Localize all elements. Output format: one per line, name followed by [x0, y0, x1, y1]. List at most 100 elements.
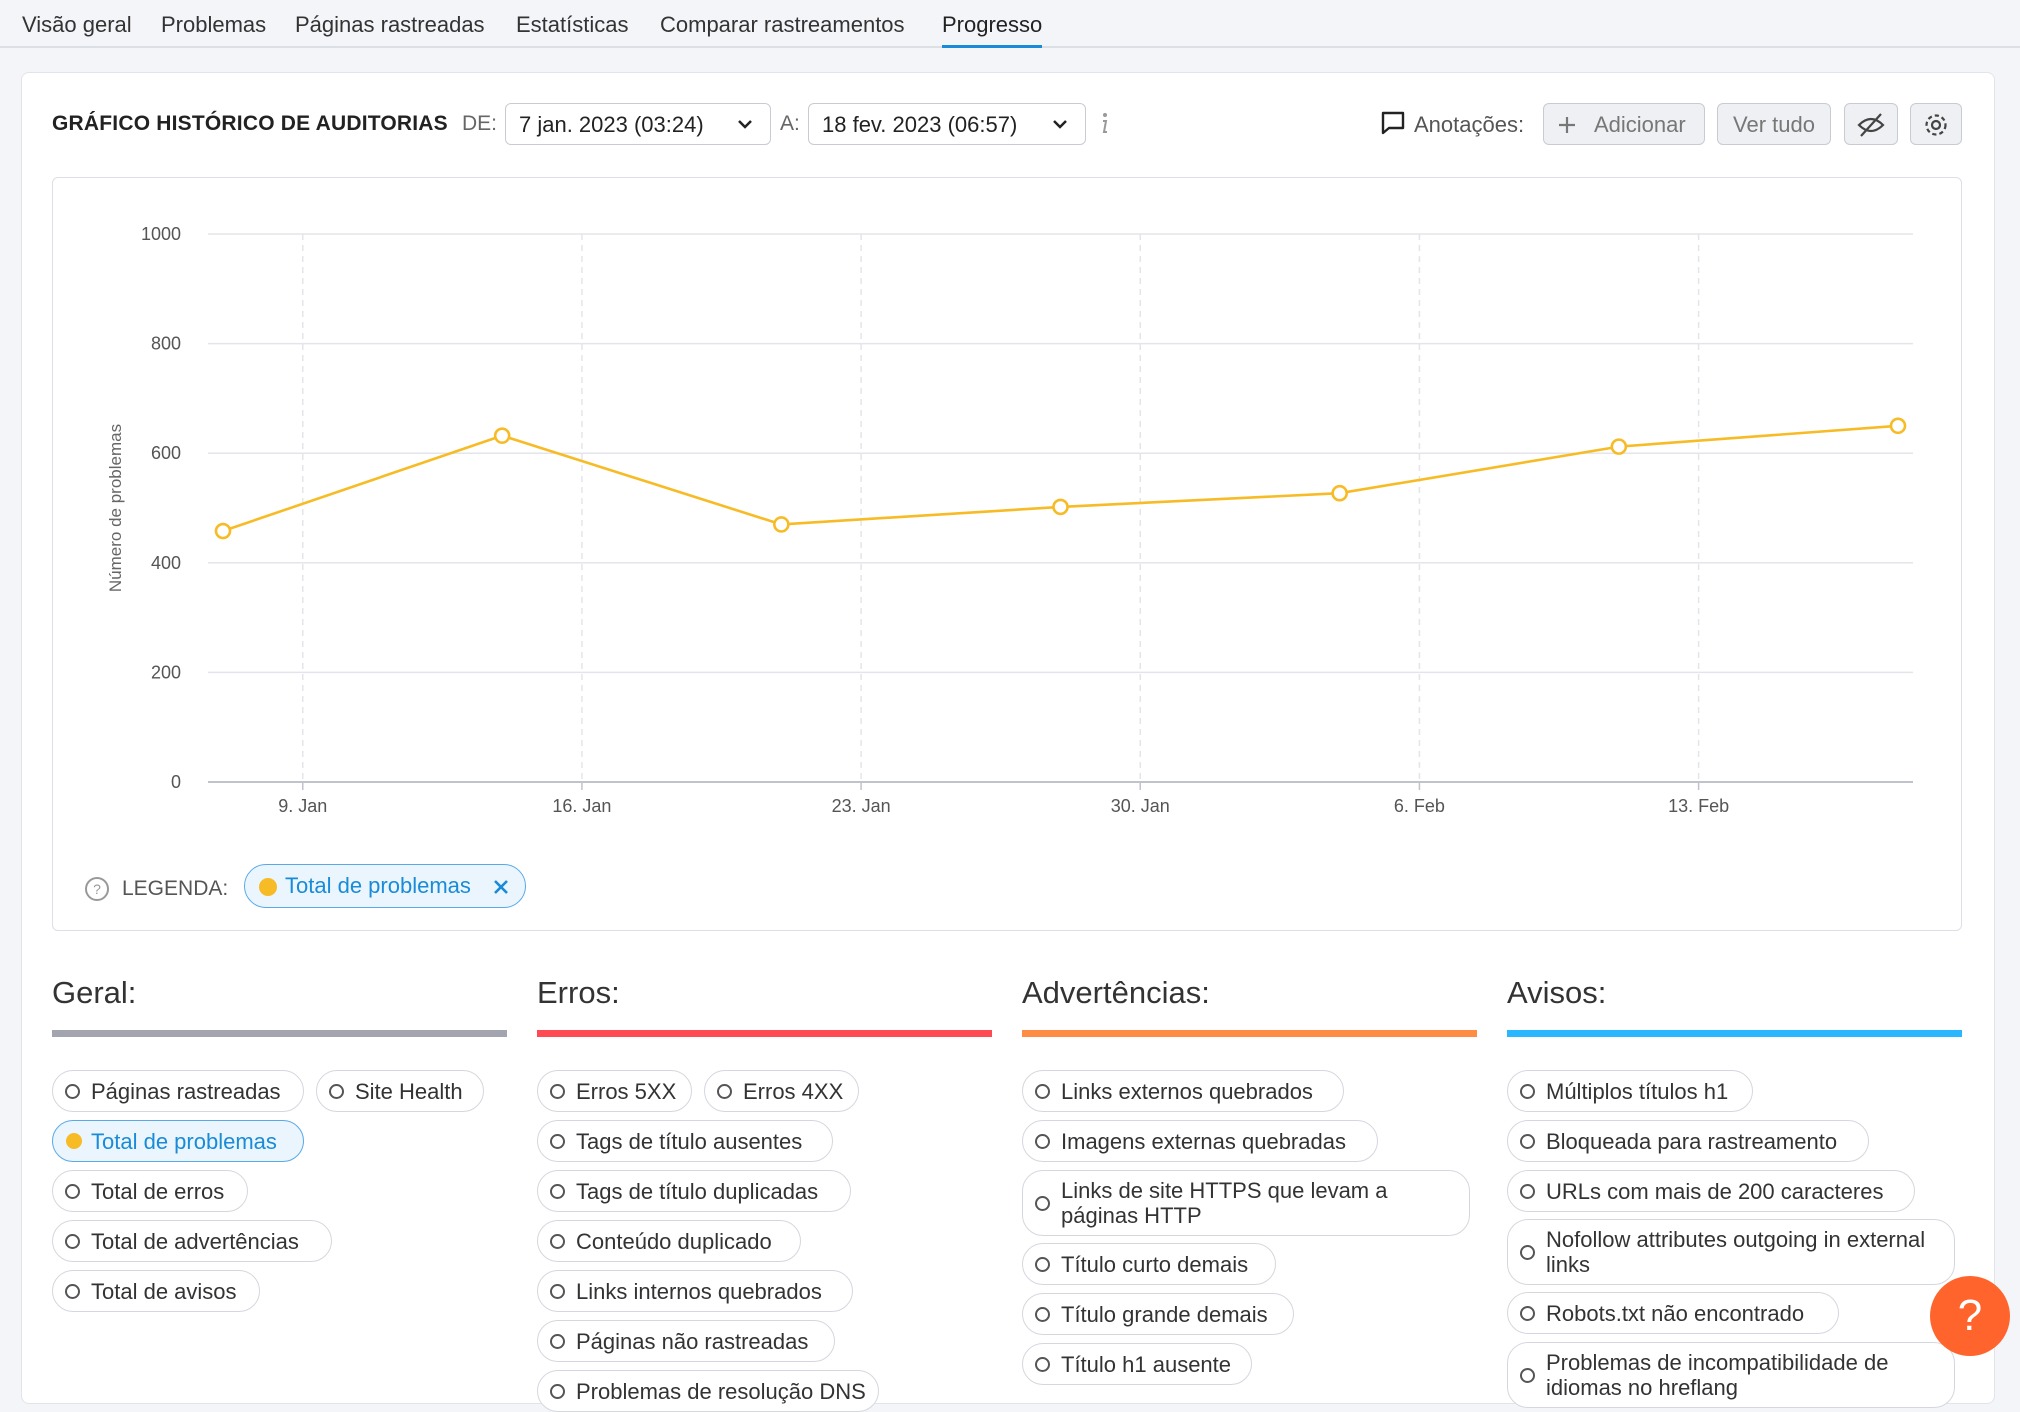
radio-icon [1520, 1184, 1535, 1199]
section-bar-errors [537, 1030, 992, 1037]
tab-statistics[interactable]: Estatísticas [516, 12, 629, 37]
metric-pill-title-too-short[interactable]: Título curto demais [1022, 1243, 1276, 1285]
data-point[interactable] [493, 427, 511, 444]
metric-pill-broken-internal-links[interactable]: Links internos quebrados [537, 1270, 853, 1312]
radio-icon [65, 1184, 80, 1199]
tab-progress[interactable]: Progresso [942, 0, 1043, 48]
radio-icon [550, 1284, 565, 1299]
y-tick-label: 600 [151, 443, 181, 463]
section-bar-notices [1507, 1030, 1962, 1037]
to-date-select[interactable]: 18 fev. 2023 (06:57) [808, 103, 1086, 145]
metric-pill-crawled-pages[interactable]: Páginas rastreadas [52, 1070, 304, 1112]
radio-icon [65, 1284, 80, 1299]
x-tick-label: 23. Jan [832, 796, 891, 816]
data-point[interactable] [1889, 417, 1907, 435]
data-point[interactable] [773, 516, 790, 533]
metric-pill-missing-h1[interactable]: Título h1 ausente [1022, 1343, 1252, 1385]
section-bar-general [52, 1030, 507, 1037]
radio-icon [550, 1134, 565, 1149]
radio-icon [329, 1084, 344, 1099]
metric-pill-robots-txt-missing[interactable]: Robots.txt não encontrado [1507, 1292, 1839, 1334]
from-label: DE: [462, 112, 498, 135]
y-tick-label: 1000 [141, 224, 181, 244]
metric-pill-long-urls[interactable]: URLs com mais de 200 caracteres [1507, 1170, 1915, 1212]
metric-pill-https-to-http-links[interactable]: Links de site HTTPS que levam a páginas … [1022, 1170, 1470, 1236]
add-annotation-button[interactable]: Adicionar [1543, 103, 1705, 145]
x-tick-label: 30. Jan [1111, 796, 1170, 816]
series-line [222, 424, 1899, 533]
chart-container: 0 200 400 600 800 1000 9. Jan 16. Jan 23. Jan 30… [52, 177, 1962, 931]
metric-pill-broken-external-images[interactable]: Imagens externas quebradas [1022, 1120, 1378, 1162]
chevron-down-icon [1051, 104, 1069, 160]
info-icon[interactable] [1097, 110, 1111, 143]
metric-pill-4xx-errors[interactable]: Erros 4XX [704, 1070, 859, 1112]
x-tick-label: 13. Feb [1668, 796, 1729, 816]
metric-pill-dns-resolution[interactable]: Problemas de resolução DNS [537, 1370, 879, 1412]
close-icon[interactable] [491, 877, 511, 902]
metric-pill-uncrawled-pages[interactable]: Páginas não rastreadas [537, 1320, 835, 1362]
data-point[interactable] [1331, 484, 1348, 502]
legend-label: LEGENDA: [122, 877, 229, 900]
legend-item-total-problems[interactable]: Total de problemas [244, 864, 526, 908]
metric-pill-5xx-errors[interactable]: Erros 5XX [537, 1070, 692, 1112]
from-date-select[interactable]: 7 jan. 2023 (03:24) [505, 103, 771, 145]
legend-entry-label: Total de problemas [285, 873, 471, 898]
tab-crawled-pages[interactable]: Páginas rastreadas [295, 12, 485, 37]
top-navigation: Visão geral Problemas Páginas rastreadas… [0, 0, 2020, 48]
svg-text:?: ? [93, 881, 101, 897]
radio-icon [1520, 1245, 1535, 1260]
metric-pill-duplicate-title[interactable]: Tags de título duplicadas [537, 1170, 851, 1212]
annotations-label: Anotações: [1414, 112, 1525, 137]
metric-pill-multiple-h1[interactable]: Múltiplos títulos h1 [1507, 1070, 1753, 1112]
radio-icon [1520, 1368, 1535, 1383]
radio-icon [717, 1084, 732, 1099]
gear-icon [1922, 114, 1950, 144]
page-title: GRÁFICO HISTÓRICO DE AUDITORIAS [52, 112, 448, 135]
radio-icon [1035, 1357, 1050, 1372]
help-button[interactable]: ? [1930, 1276, 2010, 1356]
section-title-notices: Avisos: [1507, 975, 1607, 1010]
plus-icon [1558, 104, 1576, 160]
series-swatch [66, 1133, 82, 1149]
y-axis-label: Número de problemas [106, 424, 125, 592]
radio-icon [1520, 1306, 1535, 1321]
metric-pill-title-too-long[interactable]: Título grande demais [1022, 1293, 1294, 1335]
x-tick-label: 16. Jan [552, 796, 611, 816]
metric-pill-broken-external-links[interactable]: Links externos quebrados [1022, 1070, 1344, 1112]
metric-pill-duplicate-content[interactable]: Conteúdo duplicado [537, 1220, 801, 1262]
settings-button[interactable] [1910, 103, 1962, 145]
tab-compare-crawls[interactable]: Comparar rastreamentos [660, 12, 905, 37]
metric-pill-total-errors[interactable]: Total de erros [52, 1170, 248, 1212]
from-date-value: 7 jan. 2023 (03:24) [519, 112, 704, 137]
metric-pill-hreflang-conflicts[interactable]: Problemas de incompatibilidade de idioma… [1507, 1342, 1955, 1408]
y-tick-label: 200 [151, 662, 181, 682]
annotation-icon [1380, 110, 1406, 141]
tab-overview[interactable]: Visão geral [22, 12, 132, 37]
tab-issues[interactable]: Problemas [161, 12, 267, 37]
to-label: A: [780, 112, 800, 135]
series-swatch [259, 878, 277, 896]
help-circle-icon[interactable]: ? [84, 876, 110, 907]
radio-icon [550, 1184, 565, 1199]
view-all-button[interactable]: Ver tudo [1717, 103, 1831, 145]
y-tick-label: 800 [151, 334, 181, 354]
radio-icon [550, 1084, 565, 1099]
eye-off-icon [1856, 113, 1886, 145]
hide-annotations-button[interactable] [1844, 103, 1898, 145]
data-point[interactable] [1052, 498, 1069, 516]
metric-pill-nofollow-external[interactable]: Nofollow attributes outgoing in external… [1507, 1219, 1955, 1285]
radio-icon [550, 1384, 565, 1399]
radio-icon [550, 1234, 565, 1249]
metric-pill-total-notices[interactable]: Total de avisos [52, 1270, 260, 1312]
radio-icon [1520, 1134, 1535, 1149]
line-chart: 0 200 400 600 800 1000 9. Jan 16. Jan 23. Jan 30… [106, 224, 1913, 816]
metric-pill-total-warnings[interactable]: Total de advertências [52, 1220, 332, 1262]
metric-pill-missing-title[interactable]: Tags de título ausentes [537, 1120, 833, 1162]
data-point[interactable] [214, 522, 232, 540]
chevron-down-icon [736, 104, 754, 160]
data-point[interactable] [1610, 438, 1628, 455]
metric-pill-total-problems[interactable]: Total de problemas [52, 1120, 304, 1162]
y-tick-label: 0 [171, 772, 181, 792]
metric-pill-site-health[interactable]: Site Health [316, 1070, 484, 1112]
metric-pill-blocked-from-crawling[interactable]: Bloqueada para rastreamento [1507, 1120, 1869, 1162]
